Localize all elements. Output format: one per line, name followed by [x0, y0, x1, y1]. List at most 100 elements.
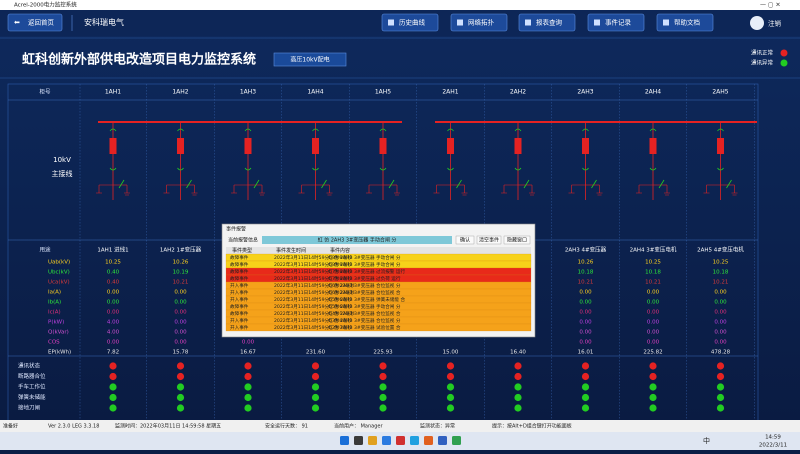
- status-dot: [176, 383, 185, 391]
- dialog-button[interactable]: [503, 235, 531, 245]
- measure-value: 0.00: [174, 330, 187, 336]
- status-dot: [716, 383, 725, 391]
- dialog-cell: 虹 仿 2AH3 3#变压器 试验位置 合: [328, 324, 401, 331]
- arrester: [163, 184, 181, 194]
- single-line-diagram: [96, 121, 757, 200]
- dialog-current-box: [262, 236, 452, 244]
- usage-label: 用途: [39, 246, 51, 254]
- dialog-cell: 故障事件: [230, 261, 249, 268]
- status-dot: [109, 404, 117, 412]
- dialog-cell: 虹 仿 2AH3 3#变压器 弹簧未储能 合: [328, 296, 405, 303]
- nav-button[interactable]: [587, 13, 645, 32]
- legend-label: 通讯正常: [751, 49, 774, 57]
- measure-value: 10.21: [713, 280, 729, 286]
- ground-switch: [591, 179, 597, 189]
- dialog-cell: 2022年3月11日14时59分55秒6毫秒: [274, 296, 352, 303]
- taskbar-icon[interactable]: [438, 436, 447, 445]
- ground: [259, 185, 265, 196]
- status-text: 安全运行天数： 91: [265, 423, 308, 430]
- breaker: [177, 138, 184, 154]
- measure-value: 0.00: [647, 300, 660, 306]
- brand: 安科瑞电气: [84, 17, 124, 27]
- dialog-cell: 开入事件: [230, 317, 249, 324]
- status-dot: [109, 393, 117, 402]
- usage: 2AH4 3#变压电机: [630, 246, 677, 254]
- taskbar-icon[interactable]: [410, 436, 419, 445]
- nav-button-label: 帮助文档: [674, 18, 700, 27]
- home-button[interactable]: [7, 13, 63, 32]
- dialog-cell: 虹 仿 2AH3 3#变压器 过负荷 运行: [328, 275, 401, 282]
- status-dot: [514, 383, 522, 391]
- measure-value: 10.21: [578, 280, 594, 286]
- dialog-cell: 虹 仿 2AH3 3#变压器 过流报警 运行: [328, 268, 405, 275]
- status-name: 接地刀闸: [18, 404, 40, 412]
- dialog-cell: 虹 仿 2AH3 3#变压器 手动合闸 分: [328, 261, 401, 268]
- status-dot: [244, 393, 252, 402]
- measure-value: 0.00: [647, 330, 660, 336]
- status-dot: [379, 404, 387, 412]
- measure-value: 10.26: [173, 260, 189, 266]
- status-dot: [716, 393, 725, 402]
- nav-icon: [457, 19, 463, 26]
- status-dot: [716, 372, 725, 381]
- measure-value: 0.00: [714, 300, 727, 306]
- measure-value: 0.40: [107, 270, 120, 276]
- arrester: [703, 184, 721, 194]
- nav-button[interactable]: [656, 13, 714, 32]
- cabinet-id: 2AH3: [577, 89, 593, 96]
- legend-dot: [780, 59, 788, 67]
- ground-switch: [186, 179, 192, 189]
- dialog-row: [225, 323, 532, 332]
- taskbar-icon[interactable]: [424, 436, 433, 445]
- measure-value: 0.00: [107, 310, 120, 316]
- measure-value: 478.28: [711, 350, 731, 356]
- status-dot: [716, 404, 725, 412]
- dialog-cell: 故障事件: [230, 254, 249, 261]
- breaker: [649, 138, 657, 154]
- cabinet-id: 2AH2: [510, 89, 526, 96]
- taskbar-icon[interactable]: [382, 436, 391, 445]
- dialog-button[interactable]: [455, 235, 475, 245]
- dialog-button-label: 隐藏窗口: [507, 237, 527, 244]
- nav-button[interactable]: [518, 13, 576, 32]
- dialog-button[interactable]: [476, 235, 502, 245]
- taskbar-icon[interactable]: [368, 436, 377, 445]
- table-cells: 柜号 1AH1 1AH2 1AH3 1AH4 1AH5 2AH1 2AH2 2AH3 2AH4 2A…: [18, 88, 744, 412]
- user-avatar[interactable]: [750, 16, 764, 30]
- taskbar-icon[interactable]: [340, 436, 349, 445]
- measure-value: 0.00: [714, 330, 727, 336]
- status-dot: [581, 383, 590, 391]
- status-dot: [176, 404, 185, 412]
- measure-value: 0.00: [647, 310, 660, 316]
- switch-arc: [582, 128, 589, 171]
- dialog-cell: 2022年3月11日14时59分52秒7毫秒: [274, 324, 352, 331]
- switch-arc: [244, 128, 252, 171]
- usage: 1AH2 1#变压器: [160, 246, 202, 254]
- user-logout[interactable]: 注销: [768, 19, 782, 28]
- status-dot: [244, 404, 252, 412]
- switch-arc: [312, 128, 319, 171]
- switch-arc: [514, 128, 522, 171]
- taskbar-icon[interactable]: [452, 436, 461, 445]
- taskbar-icon[interactable]: [396, 436, 405, 445]
- nav-button[interactable]: [381, 13, 439, 32]
- taskbar-icon[interactable]: [354, 436, 363, 445]
- switch-arc: [717, 128, 724, 171]
- nav-button[interactable]: [450, 13, 508, 32]
- status-name: 手车工作位: [18, 383, 46, 391]
- header-frame: [0, 37, 800, 79]
- breaker: [717, 138, 724, 154]
- status-dot: [446, 383, 455, 391]
- ground-switch: [456, 179, 462, 189]
- status-dot: [311, 372, 320, 381]
- measure-value: 10.25: [105, 260, 121, 266]
- status-dot: [446, 372, 455, 381]
- usage: 1AH1 进线1: [97, 246, 128, 254]
- ground-switch: [118, 179, 125, 189]
- breaker: [312, 138, 319, 154]
- cabinet-id: 1AH2: [172, 89, 188, 96]
- window-controls: — ▢ ✕: [760, 2, 781, 9]
- measure-value: 10.25: [645, 260, 661, 266]
- ground: [394, 185, 400, 196]
- status-dot: [379, 362, 387, 370]
